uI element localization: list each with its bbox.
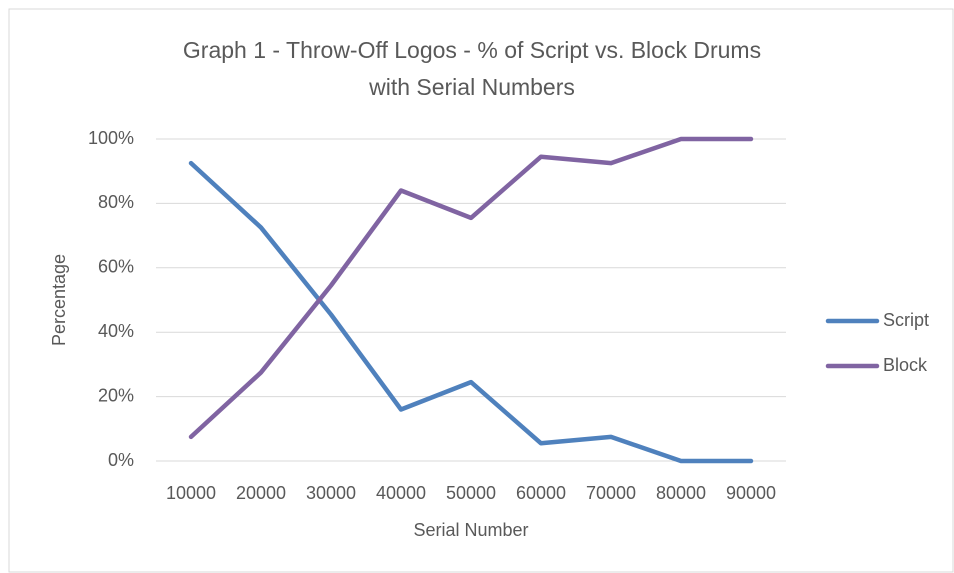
x-tick-label: 80000 — [656, 483, 706, 503]
x-axis-title: Serial Number — [413, 520, 528, 540]
legend-label: Script — [883, 310, 929, 330]
data-line — [188, 160, 754, 464]
legend-label: Block — [883, 355, 928, 375]
y-axis-title: Percentage — [49, 254, 69, 346]
y-tick-label: 80% — [98, 192, 134, 212]
y-tick-label: 100% — [88, 128, 134, 148]
y-tick-label: 60% — [98, 257, 134, 277]
y-tick-label: 40% — [98, 321, 134, 341]
x-tick-label: 20000 — [236, 483, 286, 503]
x-tick-label: 90000 — [726, 483, 776, 503]
x-tick-label: 50000 — [446, 483, 496, 503]
chart-border — [8, 8, 954, 573]
x-tick-label: 10000 — [166, 483, 216, 503]
y-tick-label: 0% — [108, 450, 134, 470]
data-line — [188, 136, 754, 440]
chart-title: Graph 1 - Throw-Off Logos - % of Script … — [182, 37, 762, 100]
y-tick-label: 20% — [98, 385, 134, 405]
x-tick-label: 40000 — [376, 483, 426, 503]
x-tick-label: 30000 — [306, 483, 356, 503]
x-tick-label: 60000 — [516, 483, 566, 503]
x-tick-label: 70000 — [586, 483, 636, 503]
